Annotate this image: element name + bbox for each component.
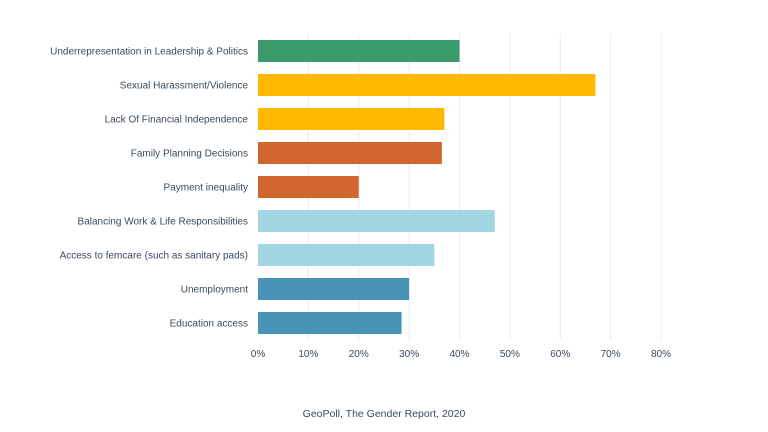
x-tick-label: 40%: [449, 349, 469, 360]
category-label: Payment inequality: [164, 183, 249, 194]
category-label: Lack Of Financial Independence: [105, 115, 249, 126]
x-tick-label: 70%: [601, 349, 621, 360]
bar: [258, 278, 410, 300]
x-tick-label: 80%: [651, 349, 671, 360]
category-label: Unemployment: [181, 285, 248, 296]
bar: [258, 142, 442, 164]
bar: [258, 108, 445, 130]
bar: [258, 74, 596, 96]
bar: [258, 244, 435, 266]
x-tick-label: 20%: [349, 349, 369, 360]
bar: [258, 40, 460, 62]
category-label: Family Planning Decisions: [131, 149, 248, 160]
x-tick-label: 10%: [298, 349, 318, 360]
x-tick-label: 30%: [399, 349, 419, 360]
category-label: Education access: [170, 319, 248, 330]
category-label: Sexual Harassment/Violence: [120, 81, 249, 92]
bar: [258, 210, 495, 232]
x-tick-label: 60%: [550, 349, 570, 360]
source-caption: GeoPoll, The Gender Report, 2020: [302, 408, 466, 420]
x-tick-labels: 0% 10% 20% 30% 40% 50% 60% 70% 80%: [251, 349, 671, 360]
category-label: Balancing Work & Life Responsibilities: [78, 217, 248, 228]
category-label: Access to femcare (such as sanitary pads…: [60, 251, 248, 262]
bars: [258, 40, 596, 334]
category-labels: Underrepresentation in Leadership & Poli…: [50, 47, 248, 330]
category-label: Underrepresentation in Leadership & Poli…: [50, 47, 248, 58]
x-tick-label: 0%: [251, 349, 266, 360]
x-tick-label: 50%: [500, 349, 520, 360]
bar: [258, 176, 359, 198]
bar: [258, 312, 402, 334]
